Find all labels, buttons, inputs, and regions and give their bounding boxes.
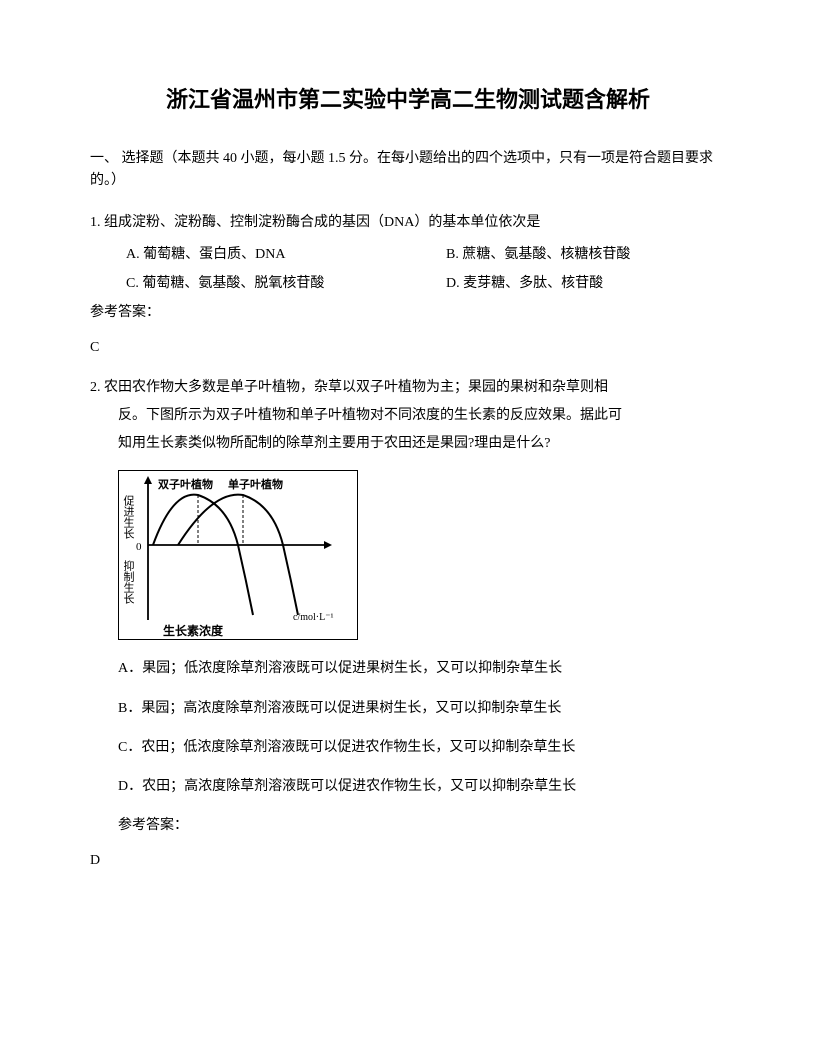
q2-answer-label: 参考答案： [118, 813, 726, 838]
x-label: 生长素浓度 [163, 623, 224, 638]
q1-answer-label: 参考答案： [90, 300, 726, 325]
q1-options-row1: A. 葡萄糖、蛋白质、DNA B. 蔗糖、氨基酸、核糖核苷酸 [90, 242, 726, 267]
q2-stem-line2: 反。下图所示为双子叶植物和单子叶植物对不同浓度的生长素的反应效果。据此可 [90, 402, 726, 430]
y-top-label: 促进生长 [122, 494, 135, 539]
question-1: 1. 组成淀粉、淀粉酶、控制淀粉酶合成的基因（DNA）的基本单位依次是 A. 葡… [90, 210, 726, 360]
q2-chart: 促进生长 0 抑制生长 双子叶植物 单子叶植物 生长素浓度 c/mol·L⁻¹ [118, 470, 358, 640]
curve2-label: 单子叶植物 [228, 477, 283, 491]
q1-option-b: B. 蔗糖、氨基酸、核糖核苷酸 [446, 242, 726, 267]
chart-svg: 促进生长 0 抑制生长 双子叶植物 单子叶植物 生长素浓度 c/mol·L⁻¹ [118, 470, 358, 640]
x-unit: c/mol·L⁻¹ [293, 612, 334, 623]
q2-option-c: C．农田；低浓度除草剂溶液既可以促进农作物生长，又可以抑制杂草生长 [118, 735, 726, 760]
y-zero-label: 0 [136, 541, 142, 553]
curve1-label: 双子叶植物 [158, 477, 213, 491]
q2-option-d: D．农田；高浓度除草剂溶液既可以促进农作物生长，又可以抑制杂草生长 [118, 774, 726, 799]
q2-answer: D [90, 848, 726, 873]
q1-stem: 1. 组成淀粉、淀粉酶、控制淀粉酶合成的基因（DNA）的基本单位依次是 [90, 210, 726, 235]
q1-answer: C [90, 335, 726, 360]
q2-option-b: B．果园；高浓度除草剂溶液既可以促进果树生长，又可以抑制杂草生长 [118, 696, 726, 721]
q2-stem-line3: 知用生长素类似物所配制的除草剂主要用于农田还是果园?理由是什么? [90, 430, 726, 458]
page-title: 浙江省温州市第二实验中学高二生物测试题含解析 [90, 80, 726, 120]
q2-options: A．果园；低浓度除草剂溶液既可以促进果树生长，又可以抑制杂草生长 B．果园；高浓… [90, 656, 726, 799]
q1-options-row2: C. 葡萄糖、氨基酸、脱氧核苷酸 D. 麦芽糖、多肽、核苷酸 [90, 271, 726, 296]
q2-stem: 2. 农田农作物大多数是单子叶植物，杂草以双子叶植物为主；果园的果树和杂草则相 … [90, 374, 726, 458]
y-bottom-label: 抑制生长 [122, 559, 135, 604]
section-header: 一、 选择题（本题共 40 小题，每小题 1.5 分。在每小题给出的四个选项中，… [90, 148, 726, 193]
q2-stem-line1: 2. 农田农作物大多数是单子叶植物，杂草以双子叶植物为主；果园的果树和杂草则相 [90, 374, 726, 402]
q2-option-a: A．果园；低浓度除草剂溶液既可以促进果树生长，又可以抑制杂草生长 [118, 656, 726, 681]
q1-option-a: A. 葡萄糖、蛋白质、DNA [126, 242, 446, 267]
question-2: 2. 农田农作物大多数是单子叶植物，杂草以双子叶植物为主；果园的果树和杂草则相 … [90, 374, 726, 873]
q1-option-c: C. 葡萄糖、氨基酸、脱氧核苷酸 [126, 271, 446, 296]
q1-option-d: D. 麦芽糖、多肽、核苷酸 [446, 271, 726, 296]
